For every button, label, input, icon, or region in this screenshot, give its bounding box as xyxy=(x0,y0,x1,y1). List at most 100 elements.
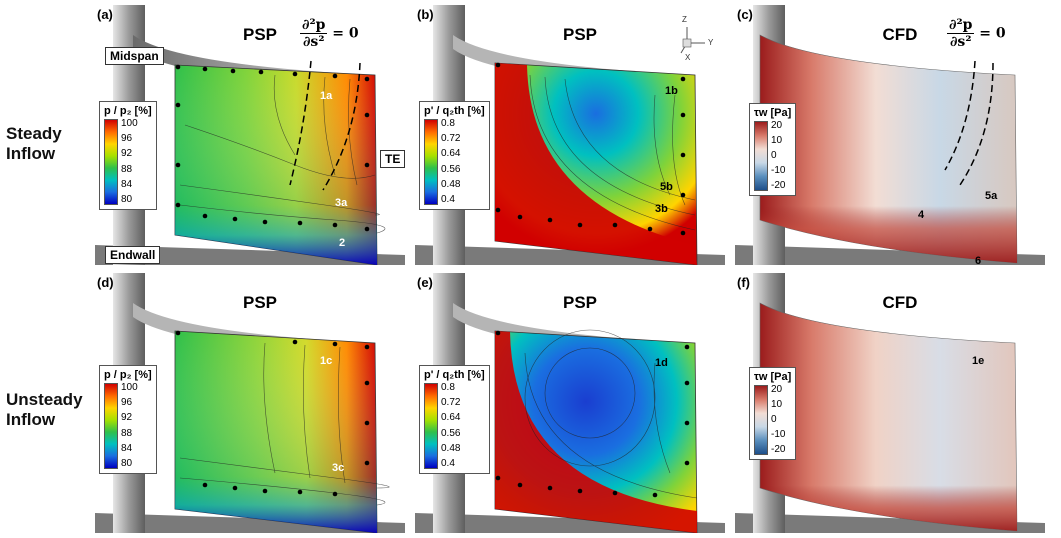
panel-b: (b) PSP Z Y X p' / q₂th [%] 0.8 0.72 0.6… xyxy=(415,5,725,265)
panel-d-colorbar-gradient xyxy=(104,383,118,469)
colorbar-tick: 80 xyxy=(121,193,133,205)
colorbar-tick: -10 xyxy=(771,165,786,176)
panel-b-label: (b) xyxy=(417,7,434,22)
colorbar-tick: 0.8 xyxy=(441,118,455,129)
annotation-3b: 3b xyxy=(655,203,668,215)
annotation-1d: 1d xyxy=(655,357,668,369)
panel-d-colorbar-title: p / p₂ [%] xyxy=(104,369,152,381)
colorbar-tick: 96 xyxy=(121,133,133,145)
equation-denominator: ∂s² xyxy=(302,34,325,50)
panel-f-colorbar-title: τw [Pa] xyxy=(754,371,792,383)
panel-b-colorbar: p' / q₂th [%] 0.8 0.72 0.64 0.56 0.48 0.… xyxy=(419,101,490,210)
panel-b-colorbar-gradient xyxy=(424,119,438,205)
colorbar-tick: -10 xyxy=(771,429,786,440)
colorbar-tick: -20 xyxy=(771,180,786,191)
annotation-1e: 1e xyxy=(972,355,985,367)
colorbar-tick: 84 xyxy=(121,178,133,190)
colorbar-tick: 0.4 xyxy=(441,457,455,469)
colorbar-tick: 100 xyxy=(121,118,138,129)
row-label-steady-line1: Steady xyxy=(6,124,62,143)
panel-d-title: PSP xyxy=(242,293,278,312)
te-tag: TE xyxy=(380,150,405,168)
annotation-6: 6 xyxy=(975,255,982,265)
colorbar-tick: 0.64 xyxy=(441,412,461,424)
panel-a: (a) PSP Midspan Endwall TE p / p₂ [%] 10… xyxy=(95,5,405,265)
colorbar-tick: 0.64 xyxy=(441,148,461,160)
row-label-steady: Steady Inflow xyxy=(6,124,106,164)
panel-f-colorbar: τw [Pa] 20 10 0 -10 -20 xyxy=(749,367,797,460)
panel-e-colorbar: p' / q₂th [%] 0.8 0.72 0.64 0.56 0.48 0.… xyxy=(419,365,490,474)
panel-c-colorbar: τw [Pa] 20 10 0 -10 -20 xyxy=(749,103,797,196)
annotation-1a: 1a xyxy=(320,90,333,102)
colorbar-tick: 88 xyxy=(121,163,133,175)
panel-b-colorbar-title: p' / q₂th [%] xyxy=(424,105,485,117)
midspan-tag: Midspan xyxy=(105,47,164,65)
annotation-3c: 3c xyxy=(332,462,345,474)
panel-c-scene xyxy=(735,5,1045,265)
panel-c-title: CFD xyxy=(882,25,918,44)
colorbar-tick: 80 xyxy=(121,457,133,469)
row-label-unsteady-line1: Unsteady xyxy=(6,390,83,409)
annotation-5a: 5a xyxy=(985,190,998,202)
panel-e-colorbar-title: p' / q₂th [%] xyxy=(424,369,485,381)
annotation-2: 2 xyxy=(339,237,346,249)
panel-c: (c) CFD τw [Pa] 20 10 0 -10 -20 ∂²p ∂s² =… xyxy=(735,5,1045,265)
colorbar-tick: 84 xyxy=(121,442,133,454)
row-label-unsteady-line2: Inflow xyxy=(6,410,56,429)
colorbar-tick: 0.8 xyxy=(441,382,455,393)
equation-denominator: ∂s² xyxy=(949,34,972,50)
annotation-1c: 1c xyxy=(320,355,333,367)
panel-f-label: (f) xyxy=(737,275,750,290)
colorbar-tick: 0.72 xyxy=(441,133,461,145)
annotation-4: 4 xyxy=(918,209,925,221)
annotation-5b: 5b xyxy=(660,181,673,193)
panel-c-colorbar-gradient xyxy=(754,121,768,191)
panel-e-label: (e) xyxy=(417,275,433,290)
panel-a-scene xyxy=(95,5,405,265)
row-label-steady-line2: Inflow xyxy=(6,144,56,163)
panel-a-colorbar-gradient xyxy=(104,119,118,205)
colorbar-tick: 20 xyxy=(771,384,783,395)
colorbar-tick: 0 xyxy=(771,414,777,425)
axis-y-label: Y xyxy=(708,38,714,47)
colorbar-tick: 92 xyxy=(121,148,133,160)
colorbar-tick: 100 xyxy=(121,382,138,393)
axis-x-label: X xyxy=(685,53,691,62)
panel-b-title: PSP xyxy=(562,25,598,44)
panel-a-equation: ∂²p ∂s² = 0 xyxy=(300,17,359,50)
panel-a-colorbar-title: p / p₂ [%] xyxy=(104,105,152,117)
panel-f-scene xyxy=(735,273,1045,533)
colorbar-tick: 0.4 xyxy=(441,193,455,205)
axis-z-label: Z xyxy=(682,15,687,24)
panel-d-colorbar: p / p₂ [%] 100 96 92 88 84 80 xyxy=(99,365,157,474)
panel-a-colorbar: p / p₂ [%] 100 96 92 88 84 80 xyxy=(99,101,157,210)
colorbar-tick: 0.48 xyxy=(441,442,461,454)
colorbar-tick: 10 xyxy=(771,135,783,146)
equation-rhs: = 0 xyxy=(332,25,359,42)
equation-numerator: ∂²p xyxy=(947,17,975,34)
panel-f: (f) CFD τw [Pa] 20 10 0 -10 -20 1e xyxy=(735,273,1045,533)
colorbar-tick: 0.56 xyxy=(441,427,461,439)
annotation-1b: 1b xyxy=(665,85,678,97)
panel-a-title: PSP xyxy=(242,25,278,44)
colorbar-tick: 0.48 xyxy=(441,178,461,190)
colorbar-tick: 0 xyxy=(771,150,777,161)
colorbar-tick: 0.72 xyxy=(441,397,461,409)
colorbar-tick: 0.56 xyxy=(441,163,461,175)
panel-f-title: CFD xyxy=(882,293,918,312)
panel-a-label: (a) xyxy=(97,7,113,22)
row-label-unsteady: Unsteady Inflow xyxy=(6,390,106,430)
panel-c-label: (c) xyxy=(737,7,753,22)
colorbar-tick: 20 xyxy=(771,120,783,131)
panel-e-colorbar-gradient xyxy=(424,383,438,469)
panel-d: (d) PSP p / p₂ [%] 100 96 92 88 84 80 1c… xyxy=(95,273,405,533)
colorbar-tick: 96 xyxy=(121,397,133,409)
panel-f-colorbar-gradient xyxy=(754,385,768,455)
colorbar-tick: 88 xyxy=(121,427,133,439)
panel-c-equation: ∂²p ∂s² = 0 xyxy=(947,17,1006,50)
panel-c-colorbar-title: τw [Pa] xyxy=(754,107,792,119)
equation-rhs: = 0 xyxy=(979,25,1006,42)
colorbar-tick: 92 xyxy=(121,412,133,424)
endwall-tag: Endwall xyxy=(105,246,161,264)
panel-e: (e) PSP p' / q₂th [%] 0.8 0.72 0.64 0.56… xyxy=(415,273,725,533)
